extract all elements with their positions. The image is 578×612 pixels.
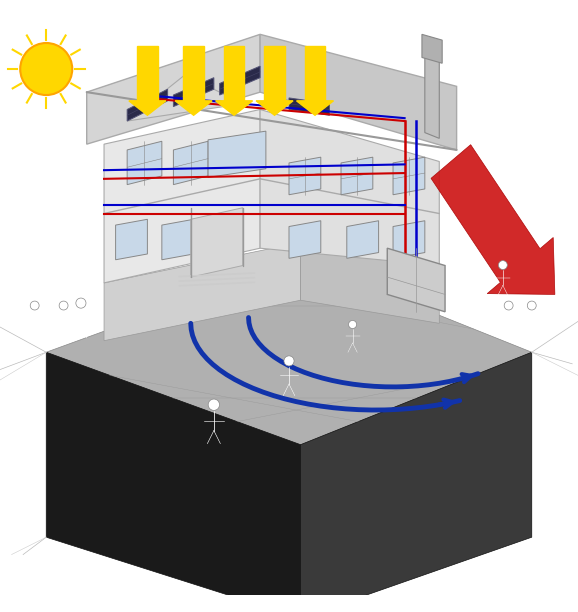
Circle shape [59,301,68,310]
Polygon shape [183,46,204,101]
Circle shape [30,301,39,310]
Circle shape [498,261,507,269]
Circle shape [20,43,72,95]
Polygon shape [127,75,243,121]
Polygon shape [387,248,445,312]
Polygon shape [341,157,373,195]
Polygon shape [301,353,532,612]
Polygon shape [129,101,166,115]
Polygon shape [260,110,439,266]
Circle shape [504,301,513,310]
Polygon shape [431,144,555,294]
Polygon shape [297,101,334,115]
Polygon shape [224,46,244,101]
Polygon shape [104,110,260,283]
Polygon shape [46,353,301,612]
Polygon shape [256,101,293,115]
Polygon shape [393,221,425,258]
Polygon shape [127,89,168,121]
Circle shape [349,321,357,329]
Polygon shape [347,221,379,258]
Circle shape [527,301,536,310]
Polygon shape [422,34,442,63]
Polygon shape [87,34,260,144]
Polygon shape [301,242,439,323]
Polygon shape [104,242,301,341]
Polygon shape [264,46,285,101]
Circle shape [284,356,294,366]
Polygon shape [216,101,253,115]
Polygon shape [289,98,329,115]
Polygon shape [137,46,158,101]
Polygon shape [425,46,439,138]
Circle shape [208,399,220,411]
Polygon shape [127,141,162,185]
Polygon shape [393,157,425,195]
Polygon shape [191,207,243,277]
Polygon shape [173,78,214,106]
Circle shape [76,298,86,308]
Polygon shape [289,221,321,258]
Polygon shape [173,141,208,185]
Polygon shape [116,219,147,259]
Polygon shape [46,259,532,445]
Polygon shape [208,131,266,177]
Polygon shape [175,101,212,115]
Polygon shape [220,66,260,95]
Polygon shape [305,46,325,101]
Polygon shape [162,219,194,259]
Polygon shape [260,34,457,150]
Polygon shape [289,157,321,195]
